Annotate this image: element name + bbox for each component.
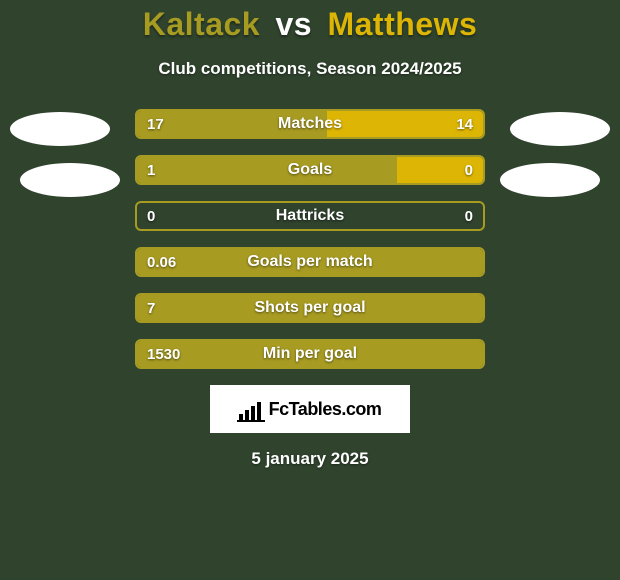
bar-left xyxy=(137,295,483,321)
player1-name: Kaltack xyxy=(143,6,260,42)
value-left: 1530 xyxy=(147,341,180,367)
value-right: 14 xyxy=(456,111,473,137)
subtitle: Club competitions, Season 2024/2025 xyxy=(0,59,620,79)
value-left: 1 xyxy=(147,157,155,183)
logo-box: FcTables.com xyxy=(210,385,410,433)
logo-text: FcTables.com xyxy=(269,399,382,420)
player1-avatar-bot xyxy=(20,163,120,197)
value-right: 0 xyxy=(465,157,473,183)
bar-left xyxy=(137,341,483,367)
bar-left xyxy=(137,157,397,183)
value-left: 7 xyxy=(147,295,155,321)
value-left: 0 xyxy=(147,203,155,229)
date: 5 january 2025 xyxy=(0,449,620,469)
stat-row: 1714Matches xyxy=(135,109,485,139)
stat-row: 10Goals xyxy=(135,155,485,185)
stat-row: 0.06Goals per match xyxy=(135,247,485,277)
stats-section: 1714Matches10Goals00Hattricks0.06Goals p… xyxy=(0,109,620,369)
stat-row: 0 0Hattricks xyxy=(135,201,485,231)
value-left: 0.06 xyxy=(147,249,176,275)
value-right: 0 xyxy=(465,203,473,229)
player1-avatar-top xyxy=(10,112,110,146)
stat-row: 1530Min per goal xyxy=(135,339,485,369)
bar-left xyxy=(137,111,327,137)
player2-avatar-bot xyxy=(500,163,600,197)
bar-left xyxy=(137,249,483,275)
comparison-card: Kaltack vs Matthews Club competitions, S… xyxy=(0,0,620,580)
player2-avatar-top xyxy=(510,112,610,146)
vs-text: vs xyxy=(275,6,312,42)
player2-name: Matthews xyxy=(327,6,477,42)
stat-label: Hattricks xyxy=(137,203,483,229)
stat-row: 7Shots per goal xyxy=(135,293,485,323)
bar-chart-icon xyxy=(239,398,263,420)
value-left: 17 xyxy=(147,111,164,137)
title: Kaltack vs Matthews xyxy=(0,6,620,43)
